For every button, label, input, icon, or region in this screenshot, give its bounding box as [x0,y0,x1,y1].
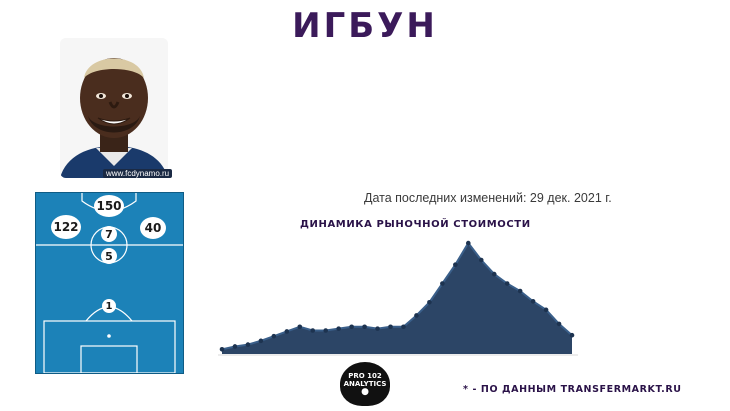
chart-area-fill [222,243,572,354]
football-pitch-diagram: 150 122 40 7 5 1 [35,192,184,374]
badge-top: 150 [94,195,124,217]
chart-point [219,347,225,352]
logo-line-1: PRO 102 [348,372,382,380]
logo-line-2: ANALYTICS [343,380,387,388]
badge-mid-top: 7 [101,226,117,242]
badge-mid-bottom: 5 [101,248,117,264]
source-footnote: * - ПО ДАННЫМ TRANSFERMARKT.RU [463,384,682,395]
badge-goal-area: 1 [102,299,116,313]
chart-point [323,328,329,333]
chart-point [375,326,380,331]
chart-point [427,300,432,305]
microphone-icon: ● [361,387,369,397]
chart-point [362,324,367,330]
chart-point [232,344,238,349]
chart-point [478,257,484,263]
player-photo [60,38,168,178]
chart-point [258,338,264,344]
chart-point [569,332,575,338]
chart-point [491,271,497,277]
player-portrait-image [60,38,168,178]
chart-point [543,307,549,313]
last-update-text: Дата последних изменений: 29 дек. 2021 г… [364,191,612,205]
chart-point [556,321,562,327]
chart-point [297,324,303,330]
badge-right: 40 [140,217,166,239]
chart-markers-group [219,240,575,352]
chart-area-group [218,241,578,356]
chart-point [310,328,316,333]
chart-point [245,342,251,347]
chart-point [517,288,523,294]
chart-point [349,324,354,330]
chart-point [401,324,406,330]
chart-point [465,240,471,246]
chart-point [440,281,445,286]
photo-credit: www.fcdynamo.ru [103,169,173,178]
chart-point [414,313,419,318]
chart-point [271,333,277,339]
chart-point [336,326,341,331]
market-value-chart [218,240,578,356]
chart-heading: ДИНАМИКА РЫНОЧНОЙ СТОИМОСТИ [300,219,531,230]
badge-left: 122 [51,215,81,239]
chart-point [388,324,393,330]
player-name-title: ИГБУН [292,6,438,46]
chart-point [284,329,290,334]
chart-series-line [221,241,573,351]
chart-point [504,281,510,286]
chart-point [453,262,458,267]
pro102-analytics-logo: PRO 102 ANALYTICS ● [340,362,390,406]
chart-point [530,299,536,304]
